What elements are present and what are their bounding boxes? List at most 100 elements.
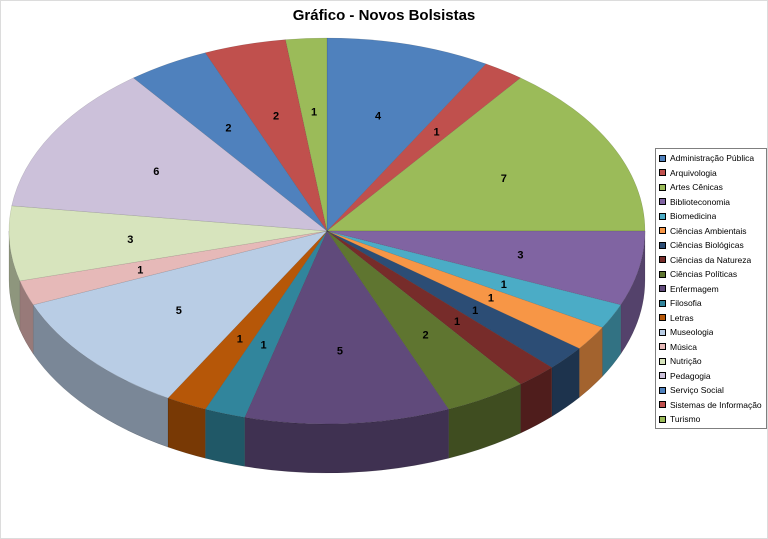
pie-slice <box>326 230 522 410</box>
pie-slice <box>204 230 328 418</box>
pie-slice <box>326 230 646 306</box>
legend-label: Música <box>670 341 697 352</box>
pie-slice-side <box>8 230 21 331</box>
pie-slice <box>326 77 646 232</box>
slice-value-label: 2 <box>225 122 231 134</box>
legend-label: Enfermagem <box>670 283 719 294</box>
legend-item: Ciências Ambientais <box>659 226 763 236</box>
pie-slice <box>285 37 328 232</box>
legend-item: Ciências da Natureza <box>659 255 763 265</box>
legend-label: Arquivologia <box>670 167 717 178</box>
legend-swatch <box>659 314 666 321</box>
slice-value-label: 1 <box>454 316 460 328</box>
slice-value-label: 2 <box>273 110 279 122</box>
legend-swatch <box>659 227 666 234</box>
pie-slice-side <box>205 408 245 467</box>
legend-swatch <box>659 343 666 350</box>
slice-value-label: 1 <box>472 305 478 317</box>
pie-slice <box>11 77 328 232</box>
slice-value-label: 1 <box>501 279 507 291</box>
legend-label: Ciências Políticas <box>670 269 738 279</box>
legend-label: Nutrição <box>670 356 702 366</box>
legend-item: Arquivologia <box>659 168 763 178</box>
legend-label: Administração Pública <box>670 153 755 163</box>
legend-item: Museologia <box>659 327 763 337</box>
legend-swatch <box>659 386 666 394</box>
slice-value-label: 3 <box>517 249 523 261</box>
legend-label: Artes Cênicas <box>670 182 723 192</box>
legend-label: Museologia <box>670 327 714 337</box>
pie-slice <box>8 205 328 282</box>
legend-swatch <box>659 270 666 278</box>
legend-item: Pedagogia <box>659 371 763 381</box>
slice-value-label: 1 <box>311 107 317 119</box>
legend-label: Letras <box>670 312 694 323</box>
legend-item: Letras <box>659 313 763 323</box>
pie-slice <box>326 37 487 232</box>
slice-value-label: 1 <box>237 333 243 345</box>
legend-label: Biblioteconomia <box>670 196 731 207</box>
legend-swatch <box>659 212 666 220</box>
legend-item: Biomedicina <box>659 211 763 221</box>
legend-swatch <box>659 169 666 176</box>
legend-label: Sistemas de Informação <box>670 399 762 410</box>
legend-item: Filosofia <box>659 298 763 308</box>
legend-item: Turismo <box>659 414 763 424</box>
legend-item: Enfermagem <box>659 284 763 294</box>
legend-item: Serviço Social <box>659 385 763 395</box>
slice-value-label: 1 <box>137 265 143 277</box>
pie-slice <box>326 230 580 368</box>
slice-value-label: 5 <box>176 305 182 317</box>
pie-slice <box>32 230 328 399</box>
pie-slice <box>326 230 553 385</box>
legend-swatch <box>659 415 666 423</box>
pie-slice <box>167 230 328 410</box>
slice-value-label: 6 <box>153 166 159 178</box>
legend-swatch <box>659 285 666 292</box>
legend-item: Artes Cênicas <box>659 182 763 192</box>
pie-slice <box>204 39 328 232</box>
slice-value-label: 3 <box>127 234 133 246</box>
slice-value-label: 7 <box>501 173 507 185</box>
legend-swatch <box>659 357 666 365</box>
legend-swatch <box>659 154 666 162</box>
legend-item: Nutrição <box>659 356 763 366</box>
legend-swatch <box>659 372 666 379</box>
pie-slice <box>132 52 328 232</box>
legend-label: Ciências Ambientais <box>670 225 747 236</box>
pie-slice <box>326 230 622 328</box>
legend-label: Turismo <box>670 414 701 424</box>
legend-item: Música <box>659 342 763 352</box>
legend-swatch <box>659 328 666 336</box>
legend-item: Ciências Políticas <box>659 269 763 279</box>
legend-swatch <box>659 299 666 307</box>
legend-label: Biomedicina <box>670 211 717 221</box>
slice-value-label: 1 <box>261 339 267 351</box>
pie-slice <box>244 230 450 425</box>
chart-title: Gráfico - Novos Bolsistas <box>292 7 476 24</box>
legend-swatch <box>659 198 666 205</box>
slice-value-label: 2 <box>423 330 429 342</box>
legend-swatch <box>659 401 666 408</box>
legend-swatch <box>659 183 666 191</box>
legend-swatch <box>659 241 666 249</box>
legend-item: Ciências Biológicas <box>659 240 763 250</box>
slice-value-label: 4 <box>375 110 382 122</box>
pie-slice <box>326 230 603 349</box>
legend-label: Pedagogia <box>670 370 711 381</box>
legend-item: Administração Pública <box>659 153 763 163</box>
legend-item: Biblioteconomia <box>659 197 763 207</box>
legend-label: Filosofia <box>670 298 702 308</box>
legend-label: Serviço Social <box>670 385 724 395</box>
pie-slice <box>19 230 328 306</box>
slice-value-label: 1 <box>488 293 494 305</box>
legend: Administração Pública Arquivologia Artes C… <box>655 148 767 429</box>
slice-value-label: 1 <box>433 127 439 139</box>
legend-swatch <box>659 256 666 263</box>
legend-label: Ciências da Natureza <box>670 254 752 265</box>
pie-slice <box>326 63 522 232</box>
legend-item: Sistemas de Informação <box>659 400 763 410</box>
legend-label: Ciências Biológicas <box>670 240 744 250</box>
slice-value-label: 5 <box>337 345 343 357</box>
